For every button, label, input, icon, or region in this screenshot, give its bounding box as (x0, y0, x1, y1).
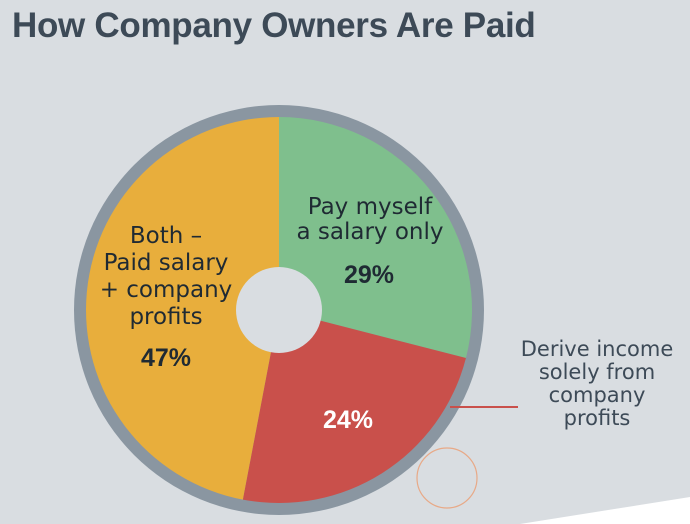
pie-center-hole (236, 267, 322, 353)
slice-label-line: Paid salary (104, 250, 229, 276)
slice-label-line: + company (100, 277, 233, 303)
slice-label-line: profits (564, 406, 631, 430)
slice-label-salary-only: Pay myself a salary only (297, 194, 444, 245)
slice-label-line: solely from (539, 360, 655, 384)
slice-value-profits-only: 24% (323, 406, 373, 434)
chart-title: How Company Owners Are Paid (12, 6, 536, 45)
decorative-corner-shape (520, 497, 690, 524)
slice-label-line: Derive income (521, 337, 674, 361)
slice-label-line: Pay myself (308, 194, 433, 220)
pie-slice-salary-only (279, 117, 473, 358)
slice-value-salary-only: 29% (344, 261, 394, 289)
pie-slice-profits-only (242, 310, 466, 503)
slice-label-profits-only: Derive income solely from company profits (521, 337, 674, 430)
slice-label-line: company (549, 383, 646, 407)
pie-slice-both (86, 117, 279, 500)
slice-label-both: Both – Paid salary + company profits (100, 223, 233, 330)
slice-label-line: Both – (130, 223, 202, 249)
slice-value-both: 47% (141, 344, 191, 372)
decorative-accent-circle (416, 447, 478, 509)
slice-label-line: a salary only (297, 219, 444, 245)
slice-label-line: profits (129, 304, 202, 330)
